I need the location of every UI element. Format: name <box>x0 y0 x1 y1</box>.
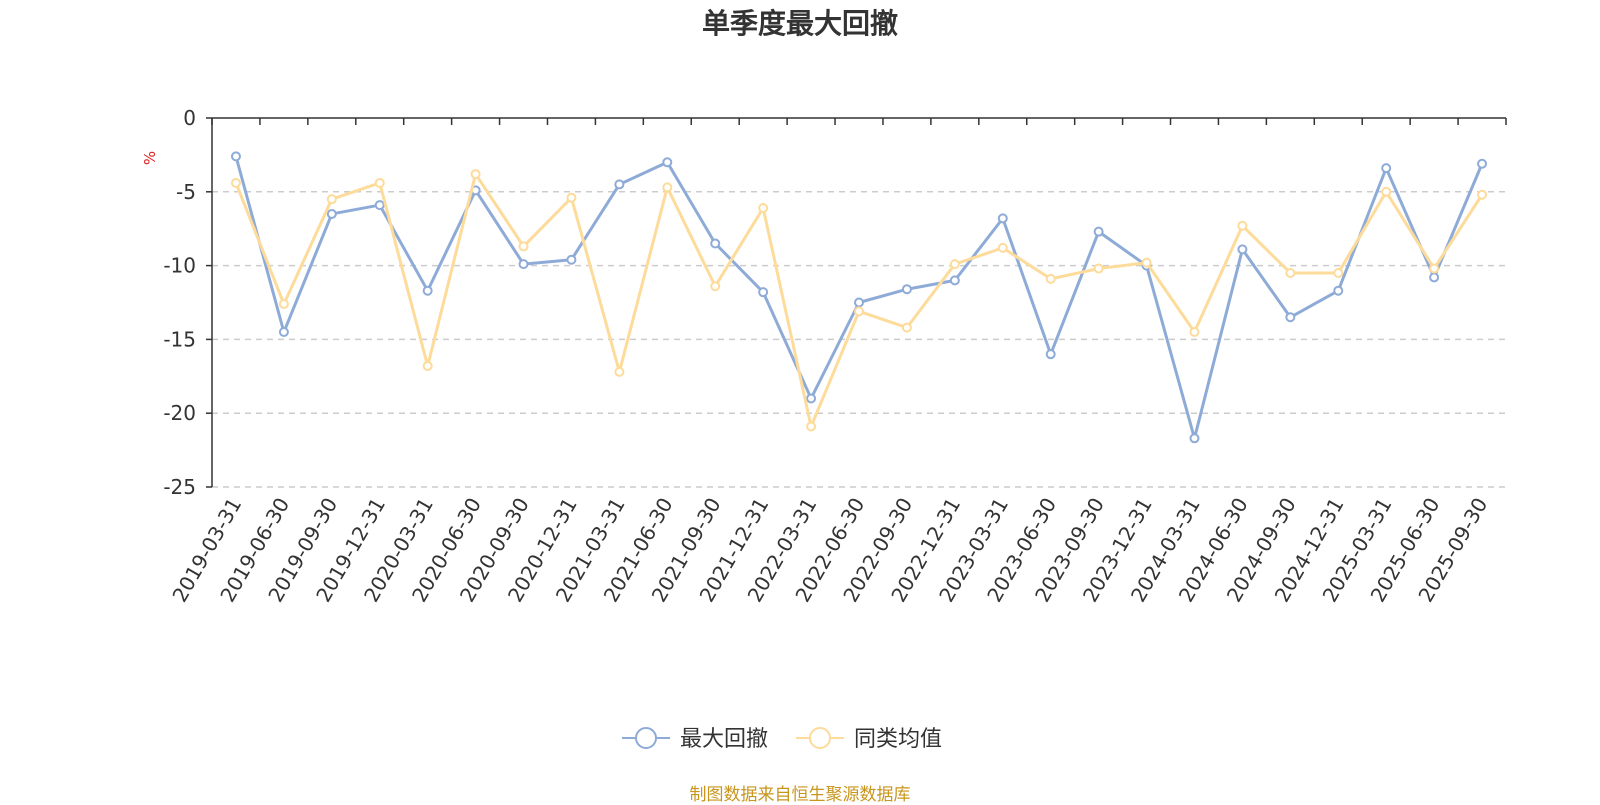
data-point <box>1285 312 1296 323</box>
data-point <box>470 169 481 180</box>
data-point <box>566 254 577 265</box>
data-point <box>278 298 289 309</box>
data-point <box>1237 244 1248 255</box>
y-tick-label: -10 <box>163 254 196 278</box>
data-point <box>1333 285 1344 296</box>
data-point <box>710 238 721 249</box>
series-lines <box>230 151 1488 444</box>
data-point <box>374 177 385 188</box>
data-point <box>901 322 912 333</box>
data-point <box>997 242 1008 253</box>
axes: 0-5-10-15-20-252019-03-312019-06-302019-… <box>141 106 1507 606</box>
y-tick-label: -25 <box>163 475 196 499</box>
data-point <box>949 259 960 270</box>
legend-marker-icon <box>635 727 657 749</box>
data-point <box>230 177 241 188</box>
data-point <box>1045 349 1056 360</box>
chart-title: 单季度最大回撤 <box>701 7 898 40</box>
data-point <box>326 208 337 219</box>
y-tick-label: -20 <box>163 401 196 425</box>
data-point <box>614 179 625 190</box>
data-point <box>230 151 241 162</box>
data-point <box>806 393 817 404</box>
data-point <box>1381 163 1392 174</box>
data-point <box>278 327 289 338</box>
grid-lines <box>212 191 1506 488</box>
data-point <box>758 203 769 214</box>
data-source-note: 制图数据来自恒生聚源数据库 <box>689 785 911 805</box>
legend-item-1[interactable]: 最大回撤 <box>622 727 768 752</box>
data-point <box>662 182 673 193</box>
series-line <box>234 155 1484 440</box>
data-point <box>997 213 1008 224</box>
data-point <box>518 241 529 252</box>
y-tick-label: 0 <box>183 106 196 130</box>
data-point <box>614 366 625 377</box>
legend-marker-icon <box>809 727 831 749</box>
data-point <box>1093 263 1104 274</box>
data-point <box>326 194 337 205</box>
data-point <box>1189 433 1200 444</box>
data-point <box>710 281 721 292</box>
data-point <box>374 200 385 211</box>
data-point <box>901 284 912 295</box>
legend[interactable]: 最大回撤 同类均值 <box>622 727 942 752</box>
data-point <box>854 306 864 317</box>
data-point <box>1429 263 1440 274</box>
y-axis-unit-label: % <box>141 151 159 165</box>
data-point <box>1285 267 1296 278</box>
series-2 <box>230 169 1488 432</box>
legend-label: 最大回撤 <box>680 727 768 752</box>
legend-label: 同类均值 <box>854 727 942 752</box>
data-point <box>1381 186 1392 197</box>
y-tick-label: -15 <box>163 327 196 351</box>
data-point <box>422 360 433 371</box>
data-point <box>854 297 864 308</box>
data-point <box>566 192 577 203</box>
data-point <box>422 285 433 296</box>
data-point <box>1045 273 1056 284</box>
data-point <box>1429 272 1440 283</box>
data-point <box>1141 257 1152 268</box>
data-point <box>1477 158 1488 169</box>
y-tick-label: -5 <box>176 180 196 204</box>
data-point <box>806 421 817 432</box>
data-point <box>949 275 960 286</box>
legend-item-2[interactable]: 同类均值 <box>796 727 942 752</box>
data-point <box>1093 226 1104 237</box>
data-point <box>1477 189 1488 200</box>
series-1 <box>230 151 1488 444</box>
data-point <box>518 259 529 270</box>
data-point <box>1189 327 1200 338</box>
data-point <box>1237 220 1248 231</box>
data-point <box>662 157 673 168</box>
data-point <box>758 287 769 298</box>
data-point <box>1333 267 1344 278</box>
